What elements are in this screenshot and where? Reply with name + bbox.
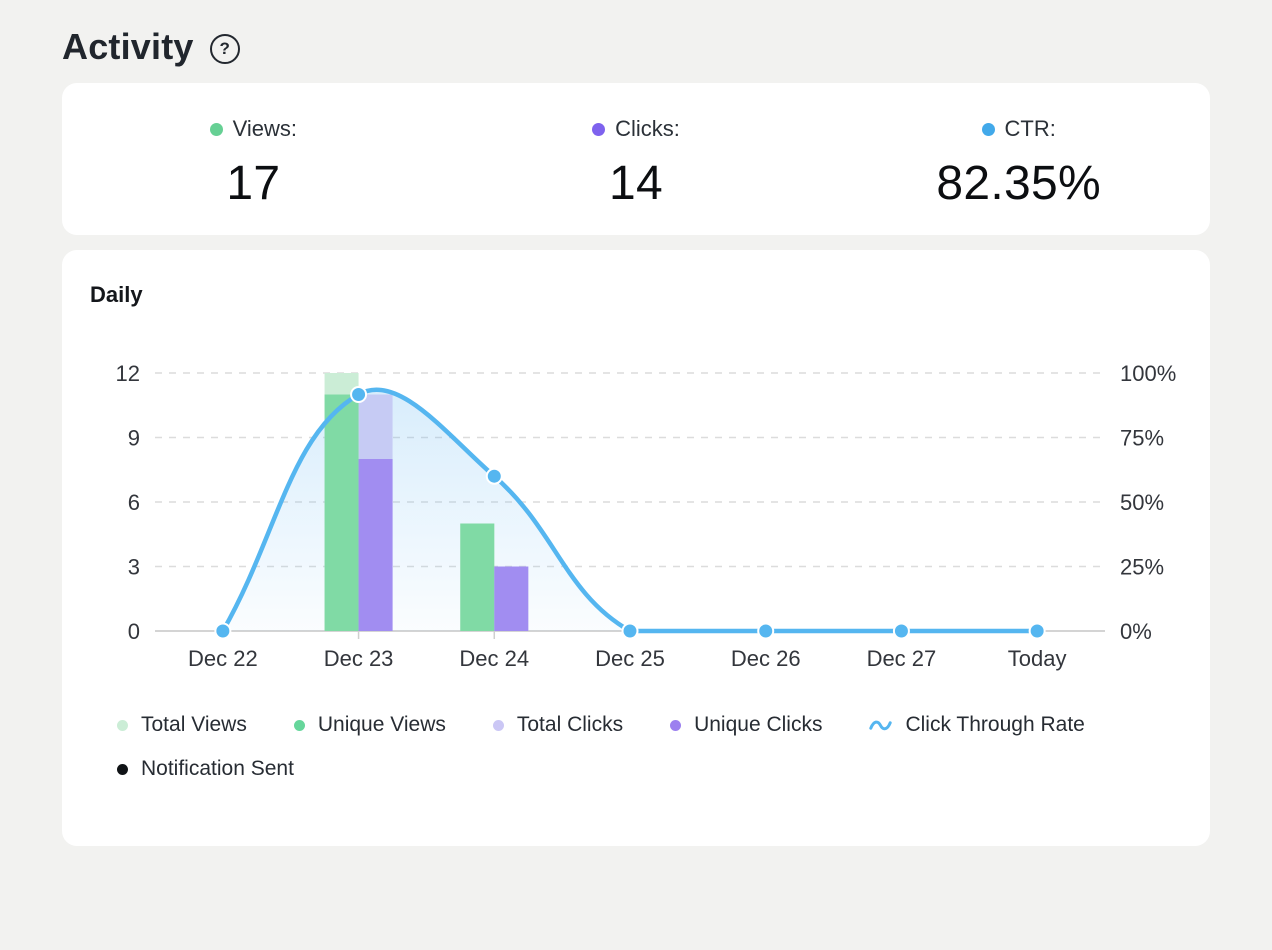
- page-title: Activity: [62, 26, 194, 67]
- stat-ctr: CTR: 82.35%: [827, 116, 1210, 235]
- help-icon[interactable]: ?: [209, 33, 240, 64]
- legend-dot-icon: [117, 763, 128, 775]
- bar-unique-clicks[interactable]: [494, 566, 529, 632]
- legend-item-unique-views[interactable]: Unique Views: [293, 713, 446, 737]
- y-axis-left-tick: 9: [128, 426, 140, 451]
- chart-title: Daily: [90, 282, 143, 307]
- bar-unique-views[interactable]: [460, 523, 495, 632]
- y-axis-left-tick: 12: [116, 361, 140, 386]
- bar-unique-views[interactable]: [324, 394, 359, 632]
- clicks-label: Clicks:: [615, 116, 680, 141]
- ctr-point[interactable]: [350, 385, 368, 403]
- views-value: 17: [226, 157, 281, 210]
- legend-item-total-clicks[interactable]: Total Clicks: [492, 713, 624, 737]
- daily-chart-card: Daily 0 0% 3 25% 6 50% 9 75% 12 100% Dec 22 Dec 23 D…: [62, 250, 1210, 846]
- y-axis-right-tick: 100%: [1120, 361, 1176, 386]
- ctr-point[interactable]: [892, 622, 910, 640]
- clicks-value: 14: [609, 157, 663, 210]
- legend-row-1: Total Views Unique Views Total Clicks Uniqu…: [117, 713, 1170, 737]
- legend-label: Total Clicks: [516, 713, 624, 736]
- bars-group: [324, 373, 529, 632]
- x-axis-tick: Dec 24: [459, 646, 529, 671]
- legend-row-2: Notification Sent: [117, 757, 1170, 781]
- legend-dot-icon: [293, 719, 305, 731]
- y-axis-left-tick: 0: [128, 619, 140, 644]
- clicks-dot-icon: [592, 122, 606, 136]
- chart-legend: Total Views Unique Views Total Clicks Uniqu…: [117, 713, 1170, 781]
- stat-views: Views: 17: [62, 116, 445, 235]
- y-axis-left-tick: 3: [128, 555, 140, 580]
- x-axis-tick: Today: [1008, 646, 1067, 671]
- ctr-point[interactable]: [214, 622, 232, 640]
- ctr-point[interactable]: [621, 622, 639, 640]
- bar-unique-clicks[interactable]: [358, 459, 393, 631]
- legend-dot-icon: [117, 719, 128, 731]
- legend-dot-icon: [492, 719, 504, 731]
- legend-item-total-views[interactable]: Total Views: [117, 713, 247, 737]
- legend-item-notification-sent[interactable]: Notification Sent: [117, 757, 294, 781]
- x-axis-tick: Dec 25: [595, 646, 665, 671]
- y-axis-right-tick: 50%: [1120, 490, 1164, 515]
- legend-item-unique-clicks[interactable]: Unique Clicks: [670, 713, 822, 737]
- y-axis-right-tick: 25%: [1120, 555, 1164, 580]
- ctr-value: 82.35%: [936, 157, 1101, 210]
- views-dot-icon: [209, 122, 223, 136]
- views-label: Views:: [232, 116, 298, 141]
- legend-label: Unique Views: [317, 713, 446, 736]
- ctr-dot-icon: [981, 122, 995, 136]
- wave-icon: [869, 720, 893, 730]
- legend-item-click-through-rate[interactable]: Click Through Rate: [869, 713, 1085, 737]
- x-axis-tick: Dec 27: [867, 646, 937, 671]
- ctr-label: CTR:: [1004, 116, 1056, 141]
- stat-clicks: Clicks: 14: [445, 116, 828, 235]
- y-axis-right-tick: 75%: [1120, 426, 1164, 451]
- ctr-line: [220, 387, 1040, 634]
- daily-activity-chart[interactable]: 0 0% 3 25% 6 50% 9 75% 12 100% Dec 22 Dec 23 Dec 24 D…: [62, 250, 1210, 690]
- y-axis-left-tick: 6: [128, 490, 140, 515]
- ctr-point[interactable]: [757, 622, 775, 640]
- legend-label: Notification Sent: [141, 757, 294, 780]
- ctr-point[interactable]: [485, 467, 503, 485]
- legend-dot-icon: [670, 719, 682, 731]
- x-axis-tick: Dec 22: [188, 646, 258, 671]
- x-axis-tick: Dec 26: [731, 646, 801, 671]
- ctr-point[interactable]: [1028, 622, 1046, 640]
- y-axis-right-tick: 0%: [1120, 619, 1152, 644]
- ctr-area-fill: [222, 389, 1038, 631]
- legend-label: Unique Clicks: [694, 713, 823, 736]
- stats-summary-card: Views: 17 Clicks: 14 CTR: 82.35%: [62, 83, 1210, 235]
- legend-label: Click Through Rate: [905, 713, 1085, 736]
- x-axis-tick: Dec 23: [324, 646, 394, 671]
- page-header: Activity ?: [62, 26, 1272, 68]
- legend-label: Total Views: [141, 713, 247, 736]
